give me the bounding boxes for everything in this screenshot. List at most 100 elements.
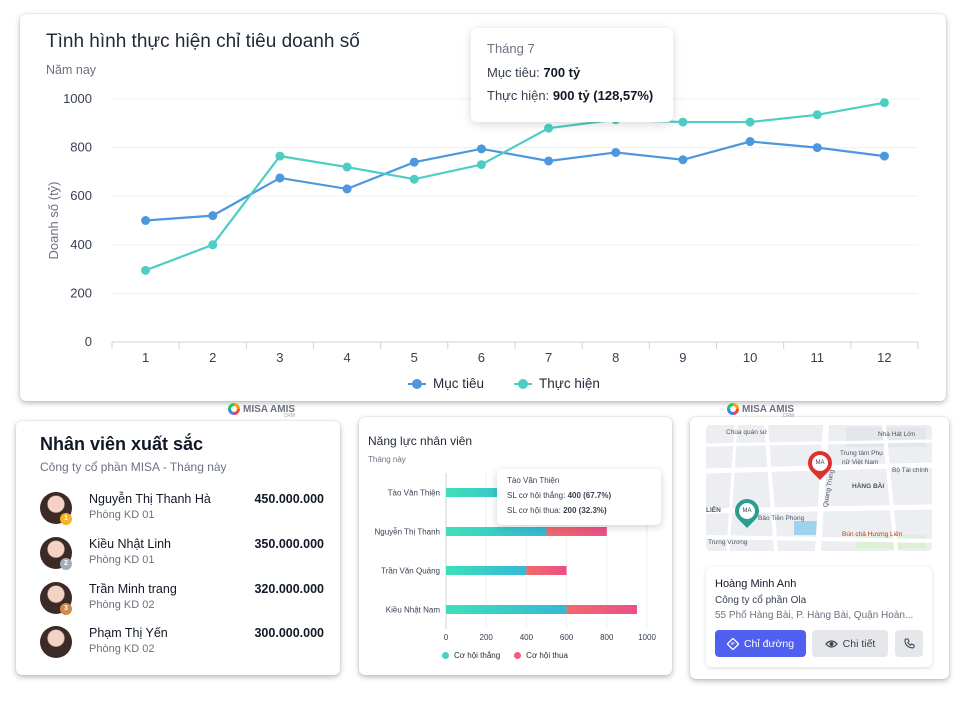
employee-amount: 450.000.000 [254, 492, 324, 506]
y-tick-label: 1000 [63, 91, 92, 106]
employee-dept: Phòng KD 01 [89, 554, 155, 566]
brand-name: MISA AMIS [742, 403, 795, 415]
x-tick-label: 0 [444, 633, 449, 642]
rank-badge: 3 [60, 603, 72, 615]
sales-target-card: 0 200 400 600 800 1000 1 2 3 4 5 6 7 8 9 10 11 12 Doanh số… [20, 14, 946, 401]
x-tick-label: 3 [276, 350, 283, 365]
target-point [611, 147, 621, 157]
eye-icon [824, 639, 838, 648]
actual-point [879, 98, 889, 108]
y-tick-label: 0 [85, 334, 92, 349]
bar-won [446, 566, 527, 575]
map-label: Bộ Tài chính [892, 467, 929, 474]
tooltip-won-label: SL cơ hội thắng: [507, 491, 566, 500]
employee-dept: Phòng KD 02 [89, 599, 155, 611]
legend-item-won[interactable]: Cơ hội thắng [442, 651, 500, 660]
map-label: nữ Việt Nam [842, 459, 879, 466]
target-point [141, 216, 151, 225]
rank-badge: 1 [60, 513, 72, 525]
map-view[interactable]: Chùa quán sứ Nhà Hát Lớn Trung tâm Phụ n… [706, 425, 932, 551]
legend-item-actual[interactable]: Thực hiện [514, 376, 600, 391]
x-tick-label: 11 [811, 350, 825, 365]
category-label: Kiều Nhật Nam [386, 606, 441, 615]
category-label: Nguyễn Thị Thanh [374, 528, 440, 537]
actual-point [812, 110, 822, 120]
y-tick-label: 200 [70, 285, 92, 300]
staff-capability-card: 0 200 400 600 800 1000 Tào Văn Thiện Nguyễn Thị… [359, 417, 672, 675]
target-point [812, 143, 822, 153]
target-point [208, 211, 218, 221]
line-chart-subtitle: Năm nay [46, 63, 97, 77]
target-point [745, 137, 755, 147]
brand-name: MISA AMIS [243, 403, 296, 415]
map-label: Bún chả Hương Liên [842, 531, 903, 538]
legend-item-target[interactable]: Mục tiêu [408, 376, 484, 391]
y-axis-label: Doanh số (tỷ) [46, 181, 61, 259]
tooltip-actual-value: 900 tỷ (128,57%) [552, 88, 654, 103]
legend-actual-swatch [514, 378, 533, 389]
actual-point [544, 123, 554, 133]
y-tick-label: 800 [70, 140, 92, 155]
tooltip-employee-name: Tào Văn Thiện [507, 476, 560, 485]
misa-ring-icon [727, 403, 739, 415]
target-point [544, 156, 554, 166]
employee-dept: Phòng KD 02 [89, 643, 155, 655]
legend-lost-swatch [514, 652, 522, 659]
y-tick-label: 400 [70, 237, 92, 252]
bar-chart-subtitle: Tháng này [368, 455, 406, 464]
details-button[interactable]: Chi tiết [812, 630, 888, 657]
employee-dept: Phòng KD 01 [89, 509, 155, 521]
employee-amount: 350.000.000 [254, 537, 324, 551]
details-label: Chi tiết [842, 637, 876, 650]
bar-won [446, 488, 527, 497]
employee-row[interactable]: 2 Kiều Nhật Linh Phòng KD 01 350.000.000 [40, 537, 324, 573]
employee-amount: 320.000.000 [254, 582, 324, 596]
employee-name: Kiều Nhật Linh [89, 537, 172, 551]
contact-company: Công ty cổ phần Ola [715, 595, 807, 606]
pin-label: MA [812, 455, 828, 471]
map-label: Trưng Vương [708, 539, 748, 546]
series-line-target [145, 140, 885, 222]
employee-row[interactable]: 1 Nguyễn Thị Thanh Hà Phòng KD 01 450.00… [40, 492, 324, 528]
bar-won [446, 527, 547, 536]
contact-info: Hoàng Minh Anh Công ty cổ phần Ola 55 Ph… [706, 567, 932, 667]
employee-name: Trần Minh trang [89, 582, 177, 596]
bar-lost [546, 527, 607, 536]
bar-chart: 0 200 400 600 800 1000 Tào Văn Thiện Nguyễn Thị… [374, 473, 656, 642]
x-tick-label: 4 [343, 350, 350, 365]
misa-ring-icon [228, 403, 240, 415]
directions-label: Chỉ đường [743, 637, 795, 650]
directions-icon [726, 637, 739, 650]
customer-map-card: Chùa quán sứ Nhà Hát Lớn Trung tâm Phụ n… [690, 417, 949, 679]
top-employees-title: Nhân viên xuất sắc [40, 434, 204, 454]
series-line-actual [145, 101, 885, 272]
map-label: HÀNG BÀI [852, 483, 885, 490]
x-tick-label: 9 [679, 350, 686, 365]
line-chart-title: Tình hình thực hiện chỉ tiêu doanh số [46, 31, 360, 52]
top-employees-subtitle: Công ty cổ phần MISA - Tháng này [40, 460, 227, 474]
legend-won-swatch [442, 652, 449, 659]
tooltip-month: Tháng 7 [487, 41, 535, 56]
directions-button[interactable]: Chỉ đường [715, 630, 806, 657]
employee-row[interactable]: Phạm Thị Yến Phòng KD 02 300.000.000 [40, 626, 324, 662]
map-label: Chùa quán sứ [726, 429, 768, 436]
rank-badge: 2 [60, 558, 72, 570]
x-tick-label: 2 [209, 350, 216, 365]
tooltip-lost-value: 200 (32.3%) [563, 506, 607, 515]
target-point [476, 144, 486, 154]
legend-actual-label: Thực hiện [539, 376, 600, 391]
employee-row[interactable]: 3 Trần Minh trang Phòng KD 02 320.000.00… [40, 582, 324, 618]
pin-label: MA [739, 503, 755, 519]
map-roads [706, 425, 932, 551]
map-label: Nhà Hát Lớn [878, 431, 916, 438]
misa-amis-logo: MISA AMIS CRM [228, 403, 296, 419]
x-tick-label: 8 [612, 350, 619, 365]
legend-target-label: Mục tiêu [433, 376, 485, 391]
x-tick-label: 400 [520, 633, 534, 642]
call-button[interactable] [895, 630, 923, 657]
brand-sub: CRM [782, 413, 795, 419]
top-employees-card: Nhân viên xuất sắc Công ty cổ phần MISA … [16, 421, 340, 675]
target-point [275, 173, 285, 183]
target-point [678, 155, 688, 165]
legend-item-lost[interactable]: Cơ hội thua [514, 651, 568, 660]
